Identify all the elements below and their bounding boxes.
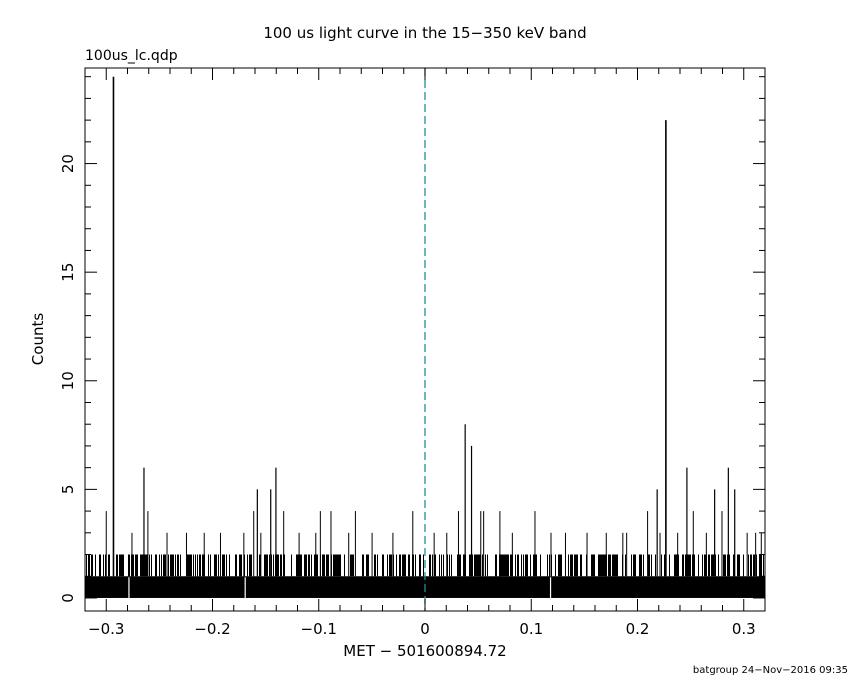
y-tick-label: 20: [59, 154, 77, 173]
x-tick-label: 0.3: [732, 620, 756, 638]
x-tick-label: −0.2: [194, 620, 230, 638]
file-label: 100us_lc.qdp: [85, 48, 178, 64]
y-tick-label: 15: [59, 263, 77, 282]
zero-gap-0: [128, 577, 130, 598]
x-tick-label: −0.3: [88, 620, 124, 638]
zero-gap-2: [549, 577, 552, 598]
count-spikes: [105, 76, 762, 577]
x-tick-label: −0.1: [301, 620, 337, 638]
x-tick-label: 0.1: [519, 620, 543, 638]
x-tick-label: 0: [420, 620, 430, 638]
y-tick-label: 10: [59, 371, 77, 390]
chart-title: 100 us light curve in the 15−350 keV ban…: [263, 24, 586, 42]
x-axis-label: MET − 501600894.72: [343, 642, 506, 660]
y-axis-label: Counts: [29, 313, 47, 366]
axis-ticks: [84, 68, 766, 611]
tick-labels: −0.3 −0.2 −0.1 0 0.1 0.2 0.3 0 5 10 15 20: [59, 154, 756, 638]
zero-gap-1: [244, 577, 246, 598]
y-tick-label: 5: [59, 485, 77, 495]
footer-stamp: batgroup 24−Nov−2016 09:35: [693, 665, 848, 676]
count-bars: [85, 554, 765, 598]
x-tick-label: 0.2: [626, 620, 650, 638]
y-tick-label: 0: [59, 593, 77, 603]
